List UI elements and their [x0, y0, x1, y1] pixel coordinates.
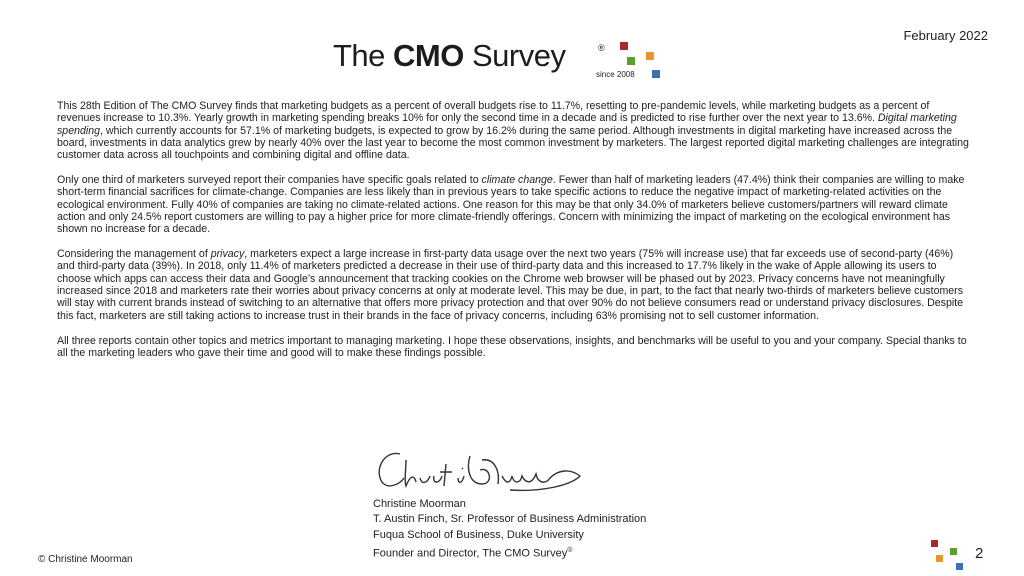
- logo-square: [627, 57, 635, 65]
- logo-square: [652, 70, 660, 78]
- copyright: © Christine Moorman: [38, 554, 133, 565]
- icon-square: [950, 548, 957, 555]
- emphasis: climate change: [481, 174, 553, 187]
- logo-mark: ®: [598, 43, 605, 53]
- emphasis: privacy: [210, 248, 245, 261]
- text: Considering the management of: [57, 248, 211, 261]
- logo: The CMO Survey: [333, 38, 566, 74]
- text: Founder and Director, The CMO Survey: [373, 547, 568, 560]
- text: All three reports contain other topics a…: [57, 334, 967, 359]
- text: This 28th Edition of The CMO Survey find…: [57, 100, 930, 125]
- logo-word: Survey: [472, 38, 566, 73]
- emphasis: Digital marketing spending: [57, 112, 957, 137]
- text: Only one third of marketers surveyed rep…: [57, 174, 482, 187]
- logo-word: The: [333, 38, 385, 73]
- logo-since: since 2008: [596, 70, 635, 79]
- signature-name: Christine Moorman: [373, 498, 466, 510]
- paragraph: Only one third of marketers surveyed rep…: [57, 174, 969, 235]
- signature-block: Christine Moorman T. Austin Finch, Sr. P…: [373, 497, 646, 562]
- signature-image: [378, 452, 582, 492]
- logo-square: [620, 42, 628, 50]
- text: . Fewer than half of marketing leaders (…: [57, 174, 965, 236]
- paragraph: This 28th Edition of The CMO Survey find…: [57, 100, 969, 161]
- signature-role: Founder and Director, The CMO Survey®: [373, 543, 646, 562]
- page-number: 2: [975, 545, 984, 562]
- logo-word: CMO: [393, 38, 464, 73]
- signature-title: T. Austin Finch, Sr. Professor of Busine…: [373, 513, 647, 526]
- icon-square: [931, 540, 938, 547]
- date: February 2022: [903, 28, 988, 43]
- paragraph: All three reports contain other topics a…: [57, 335, 969, 360]
- registered-mark: ®: [567, 546, 573, 554]
- icon-square: [936, 555, 943, 562]
- paragraph: Considering the management of privacy, m…: [57, 248, 969, 322]
- body-text: This 28th Edition of The CMO Survey find…: [57, 100, 969, 372]
- text: , marketers expect a large increase in f…: [57, 248, 964, 322]
- logo-square: [646, 52, 654, 60]
- icon-square: [956, 563, 963, 570]
- text: , which currently accounts for 57.1% of …: [57, 124, 969, 162]
- signature-school: Fuqua School of Business, Duke Universit…: [373, 528, 584, 541]
